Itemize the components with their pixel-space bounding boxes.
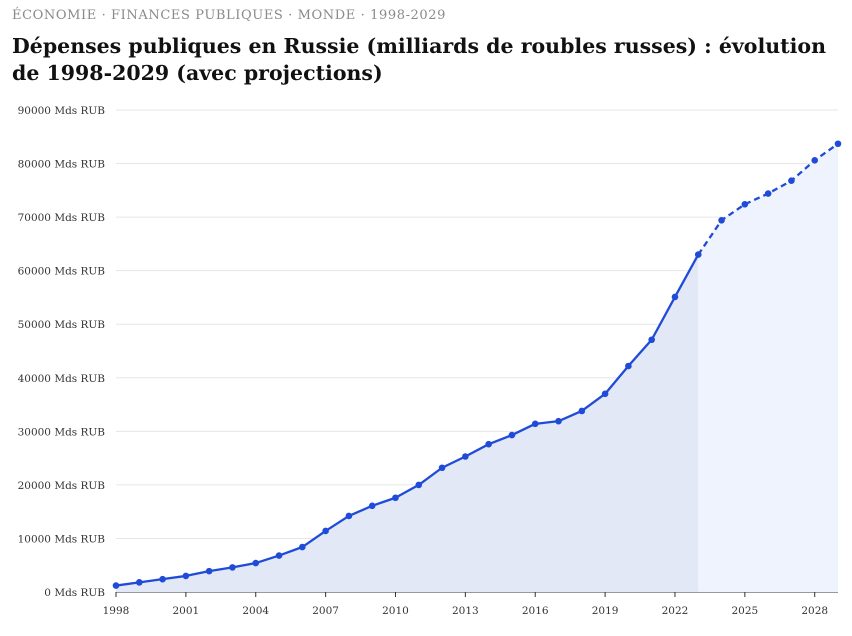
- x-tick-label: 2013: [452, 605, 479, 617]
- series-line-historical: [115, 254, 700, 587]
- data-point: [834, 140, 842, 148]
- x-tick-label: 2019: [592, 605, 619, 617]
- data-point: [718, 217, 725, 224]
- x-tick-label: 2004: [242, 605, 269, 617]
- data-point: [438, 464, 446, 472]
- series-points: [112, 140, 842, 589]
- y-tick-label: 70000 Mds RUB: [18, 212, 106, 224]
- x-tick-label: 2007: [312, 605, 339, 617]
- data-point: [392, 494, 399, 502]
- x-tick-label: 2028: [801, 605, 828, 617]
- area-fill: [116, 143, 838, 593]
- data-point: [205, 567, 213, 575]
- data-point: [415, 481, 423, 489]
- x-tick-label: 2016: [522, 605, 549, 617]
- data-point: [462, 453, 469, 460]
- chart-kicker: ÉCONOMIE · FINANCES PUBLIQUES · MONDE · …: [12, 8, 447, 23]
- x-axis: 1998 2001 2004 2007 2010 2013 2016 2019 2022 2025…: [103, 592, 828, 617]
- data-point: [648, 336, 655, 344]
- chart-title: Dépenses publiques en Russie (milliards …: [12, 34, 826, 85]
- y-tick-label: 0 Mds RUB: [44, 587, 105, 599]
- data-point: [531, 420, 539, 428]
- y-tick-label: 20000 Mds RUB: [18, 480, 106, 492]
- data-point: [671, 293, 679, 301]
- data-point: [299, 543, 306, 551]
- data-point: [508, 431, 516, 439]
- y-tick-label: 10000 Mds RUB: [18, 533, 106, 545]
- data-point: [368, 502, 376, 510]
- data-point: [764, 190, 772, 197]
- data-point: [485, 440, 492, 448]
- x-tick-label: 2022: [662, 605, 689, 617]
- data-point: [229, 564, 236, 571]
- data-point: [555, 417, 562, 425]
- data-point: [788, 177, 795, 184]
- data-point: [625, 362, 632, 370]
- y-tick-label: 50000 Mds RUB: [18, 319, 106, 331]
- y-tick-label: 80000 Mds RUB: [18, 159, 106, 171]
- x-tick-label: 1998: [103, 605, 130, 617]
- area-historical: [116, 254, 699, 592]
- data-point: [811, 157, 819, 164]
- x-tick-label: 2010: [382, 605, 409, 617]
- y-tick-label: 60000 Mds RUB: [18, 266, 106, 278]
- data-point: [345, 512, 353, 520]
- x-tick-label: 2025: [731, 605, 758, 617]
- y-tick-label: 90000 Mds RUB: [18, 105, 106, 117]
- data-point: [578, 407, 586, 415]
- data-point: [741, 200, 749, 208]
- y-axis: 0 Mds RUB 10000 Mds RUB 20000 Mds RUB 30000…: [18, 105, 106, 599]
- x-tick-label: 2001: [173, 605, 200, 617]
- data-point: [252, 559, 260, 567]
- data-point: [322, 527, 329, 535]
- y-tick-label: 40000 Mds RUB: [18, 373, 106, 385]
- data-point: [135, 579, 143, 586]
- data-point: [112, 582, 120, 589]
- data-point: [182, 572, 190, 580]
- data-point: [694, 251, 702, 258]
- data-point: [601, 390, 609, 398]
- data-point: [275, 552, 283, 559]
- y-tick-label: 30000 Mds RUB: [18, 426, 106, 438]
- area-projection: [698, 143, 838, 593]
- data-point: [159, 575, 166, 583]
